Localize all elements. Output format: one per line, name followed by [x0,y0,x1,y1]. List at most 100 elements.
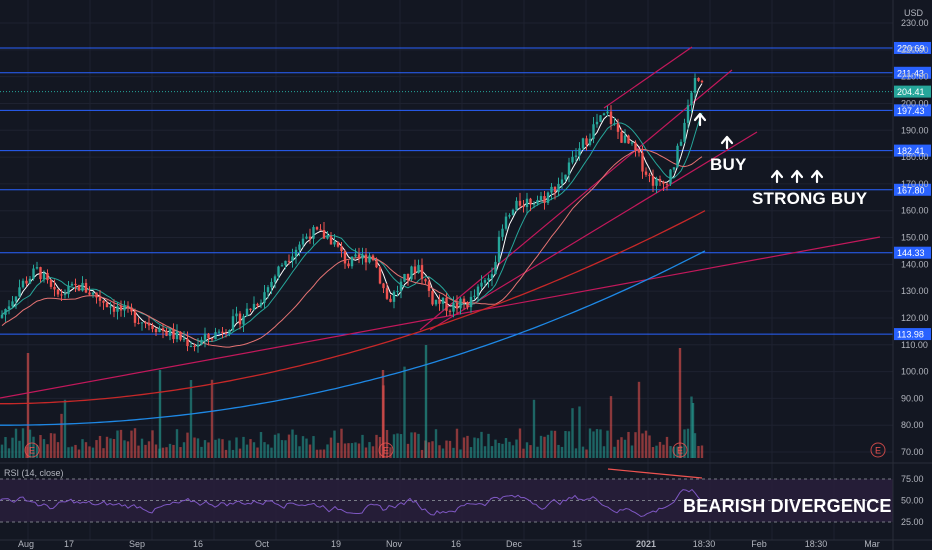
volume-bar [165,447,168,458]
volume-bar [154,444,158,458]
candle-body [676,145,679,168]
candle-body [378,267,382,284]
candle-body [336,241,340,247]
candle-body [11,301,14,307]
volume-bar [697,445,700,458]
candle-body [350,256,354,267]
price-tick-label: 160.00 [901,206,929,216]
candle-body [658,178,662,182]
volume-bar [161,447,165,458]
rsi-tick-label: 25.00 [901,517,924,527]
trend-line [603,46,693,109]
candle-body [634,142,637,151]
volume-bar [305,438,308,458]
volume-bar [592,431,595,458]
price-tick-label: 140.00 [901,259,929,269]
volume-bar [459,449,462,458]
volume-bar [32,436,35,458]
candle-body [662,181,665,184]
candle-body [697,77,700,81]
time-tick-label: 16 [193,539,203,549]
volume-bar [298,446,301,458]
volume-bar [228,440,231,458]
candle-body [441,297,445,304]
volume-bar [280,440,284,458]
candle-body [238,313,242,325]
volume-bar [214,439,217,458]
candle-body [648,174,651,176]
candle-body [315,227,319,230]
earnings-marker-label: E [677,446,683,456]
candle-body [476,286,480,296]
earnings-marker [378,442,394,458]
candle-body [494,261,497,275]
volume-spike [691,403,695,458]
candle-body [0,314,4,318]
candle-body [196,344,200,347]
candle-body [67,285,70,295]
volume-bar [448,440,452,458]
volume-bar [25,446,28,458]
candle-body [508,215,511,217]
volume-bar [140,438,144,458]
candle-body [599,115,602,122]
price-tag-label: 182.41 [897,146,925,156]
volume-bar [431,441,434,458]
signal-arrows [693,112,824,184]
candle-body [98,297,102,301]
candle-body [627,135,630,144]
candle-body [616,123,620,132]
candle-body [567,162,571,175]
price-tag [894,246,931,259]
candle-body [77,285,81,291]
volume-bar [494,439,497,458]
candle-body [182,338,186,340]
candle-body [319,229,322,231]
candle-body [291,256,294,262]
candlesticks [0,73,704,353]
volume-bar [417,433,420,458]
volume-bar [434,429,438,458]
ma-long-red-line [0,210,706,405]
candle-body [539,196,543,201]
volume-bar [473,437,476,458]
volume-bar [168,443,172,458]
candle-body [312,227,315,239]
candle-body [144,322,147,324]
volume-bar [560,446,564,458]
candle-body [427,281,431,291]
candle-body [683,122,686,142]
candle-body [32,268,35,279]
earnings-marker [870,442,886,458]
candle-body [301,238,305,245]
price-tag [894,328,931,341]
price-tag-label: 197.43 [897,106,925,116]
candle-body [420,265,424,280]
candle-body [294,249,298,257]
candle-body [693,77,697,93]
candle-body [235,313,238,317]
candle-body [175,331,179,340]
candle-body [371,255,375,261]
volume-bar [326,444,329,458]
time-tick-label: 18:30 [693,539,716,549]
price-tick-label: 100.00 [901,367,929,377]
volume-bar [609,396,613,458]
candle-body [413,266,417,273]
candle-body [39,267,42,280]
volume-bar [410,432,413,458]
candle-body [515,200,518,210]
volume-bar [133,428,137,458]
candle-body [487,278,490,281]
candle-body [511,209,515,216]
volume-bar [147,441,151,458]
time-tick-label: 16 [451,539,461,549]
currency-label: USD [904,8,924,18]
candle-body [609,111,613,124]
volume-bar [441,448,445,458]
candle-body [557,183,560,193]
candle-body [343,251,347,264]
time-tick-label: Mar [864,539,880,549]
candle-body [644,171,648,175]
